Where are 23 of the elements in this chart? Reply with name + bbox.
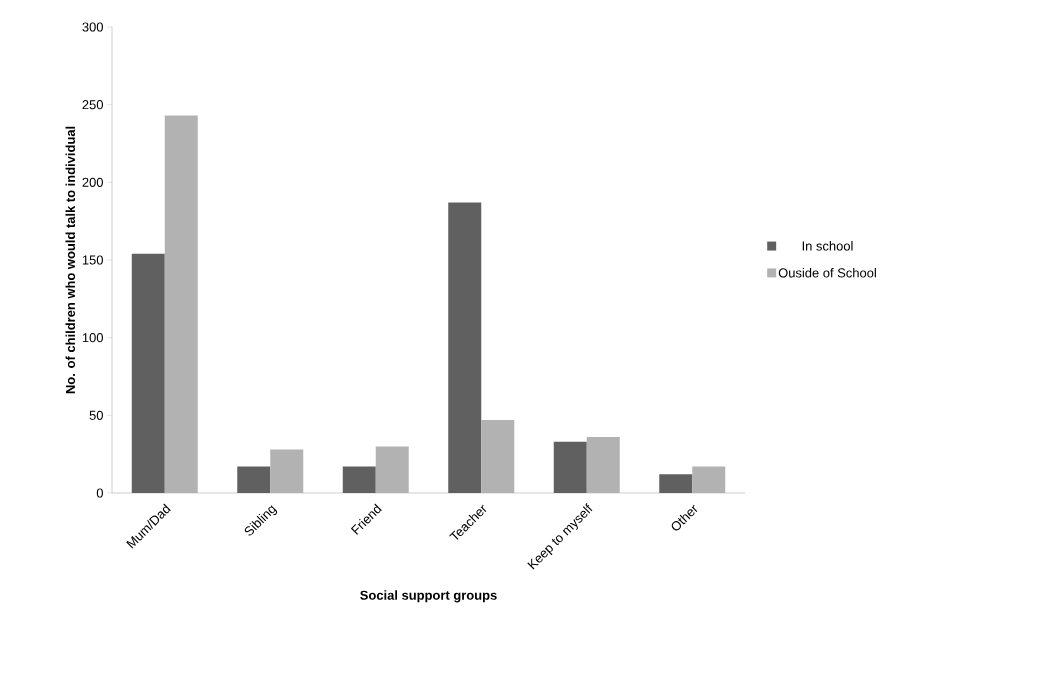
bar bbox=[131, 253, 165, 493]
y-axis-title: No. of children who would talk to individual bbox=[65, 126, 76, 394]
legend-label: In school bbox=[802, 241, 853, 251]
bar bbox=[375, 446, 409, 493]
bar bbox=[342, 466, 376, 493]
y-tick-label: 50 bbox=[89, 410, 103, 420]
bar bbox=[237, 466, 271, 493]
legend-label: Ouside of School bbox=[778, 267, 876, 278]
bar bbox=[659, 474, 693, 493]
x-axis-title: Social support groups bbox=[360, 590, 497, 603]
y-tick-label: 100 bbox=[82, 333, 103, 343]
y-tick-label: 200 bbox=[82, 177, 103, 187]
y-tick-label: 250 bbox=[82, 100, 103, 110]
y-tick-label: 0 bbox=[96, 488, 103, 498]
bar bbox=[586, 437, 620, 493]
bar bbox=[553, 441, 587, 493]
bar bbox=[481, 419, 515, 493]
bar bbox=[448, 202, 482, 493]
bar bbox=[164, 115, 198, 493]
y-tick-label: 150 bbox=[82, 255, 103, 265]
bar bbox=[692, 466, 726, 493]
y-tick-label: 300 bbox=[82, 22, 103, 32]
bar bbox=[270, 449, 304, 493]
